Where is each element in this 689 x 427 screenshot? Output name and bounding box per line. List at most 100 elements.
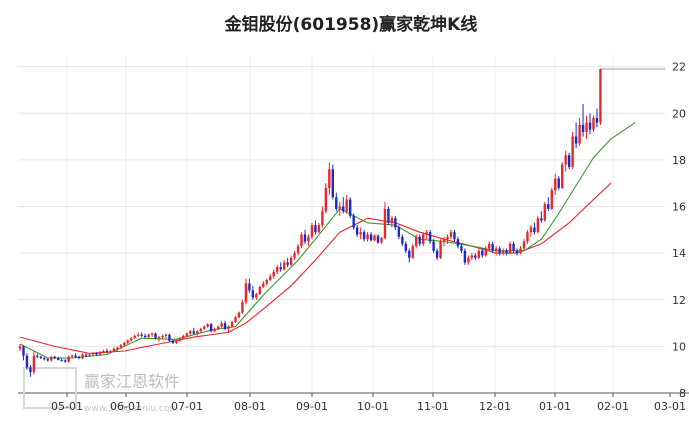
candle-body (578, 124, 581, 144)
candle-body (380, 237, 383, 243)
candle (57, 356, 60, 361)
candle (53, 355, 56, 360)
candle (508, 241, 512, 255)
candle (81, 353, 84, 360)
candle (460, 243, 463, 254)
x-tick-label: 10-01 (357, 400, 389, 413)
candle-body (18, 346, 22, 349)
candle-body (213, 328, 216, 332)
candle-body (359, 232, 362, 235)
candle-body (435, 250, 439, 258)
candle (230, 320, 234, 328)
candle (244, 278, 248, 305)
candle-body (206, 324, 209, 327)
x-tick-label: 11-01 (417, 400, 449, 413)
candle-body (411, 246, 414, 258)
candle-body (540, 218, 543, 221)
y-tick-label: 22 (672, 61, 686, 74)
candle (467, 255, 470, 265)
candle (442, 236, 446, 247)
candle-body (70, 355, 74, 357)
candle-body (418, 236, 421, 244)
candle-body (185, 333, 189, 336)
candle (116, 346, 119, 352)
candles (18, 68, 602, 377)
x-tick-label: 05-01 (51, 400, 83, 413)
candle (154, 332, 157, 340)
candle (585, 115, 588, 139)
candle (373, 234, 376, 242)
candle (213, 327, 216, 333)
candle (366, 232, 369, 242)
candle (46, 358, 50, 362)
candle-body (505, 250, 508, 254)
candle-body (60, 359, 63, 361)
candle (505, 248, 508, 256)
candle (529, 225, 533, 237)
watermark-text: 赢家江恩软件 (84, 372, 180, 391)
candle-body (77, 356, 81, 359)
candle (199, 327, 202, 333)
candle (282, 260, 286, 271)
candle-body (324, 187, 328, 212)
candle-body (529, 227, 533, 233)
candle (425, 229, 428, 240)
candle (269, 274, 272, 282)
candle-body (22, 346, 25, 356)
candle-body (401, 236, 404, 244)
candle-body (123, 342, 126, 346)
candle (446, 234, 449, 244)
candle-body (317, 225, 321, 233)
candle-body (477, 250, 480, 258)
candle-body (425, 232, 428, 235)
candle-body (463, 250, 467, 263)
candle (310, 222, 314, 240)
candle (428, 229, 432, 244)
candle-body (491, 243, 494, 251)
candle-body (481, 250, 484, 256)
candle (477, 248, 480, 259)
candle (262, 281, 265, 289)
candle-body (383, 208, 387, 238)
ma-long-line (19, 182, 612, 354)
candle-body (286, 262, 289, 265)
candle-body (43, 358, 46, 360)
candle (18, 344, 22, 352)
candle-body (300, 234, 303, 247)
candle-body (39, 356, 43, 359)
candle (581, 103, 585, 137)
candle-body (390, 218, 394, 223)
candle (321, 206, 324, 228)
candle (474, 253, 477, 261)
y-tick-label: 16 (672, 201, 686, 214)
candle-body (53, 356, 56, 359)
candle (296, 243, 300, 256)
candle-body (408, 250, 411, 258)
candle-body (150, 333, 154, 335)
candle-body (404, 243, 407, 251)
candle-body (352, 215, 355, 228)
candle (554, 173, 557, 195)
candle (234, 316, 237, 324)
candle (203, 325, 206, 331)
candle-body (36, 355, 39, 357)
chart-title: 金钼股份(601958)赢家乾坤K线 (224, 14, 478, 35)
candle (223, 320, 227, 331)
candle (401, 234, 404, 247)
candle-body (314, 225, 317, 233)
candle-body (554, 178, 557, 191)
candle-body (57, 358, 60, 360)
candle-body (574, 136, 578, 144)
candle (345, 194, 348, 214)
candle (251, 285, 255, 300)
candle-body (203, 326, 206, 329)
candle-body (522, 241, 526, 249)
candle-body (81, 354, 84, 359)
candle (95, 352, 98, 356)
candle-body (328, 169, 331, 188)
candle-body (442, 239, 446, 242)
x-tick-label: 01-01 (539, 400, 571, 413)
candle-body (296, 246, 300, 254)
candle (314, 220, 317, 235)
